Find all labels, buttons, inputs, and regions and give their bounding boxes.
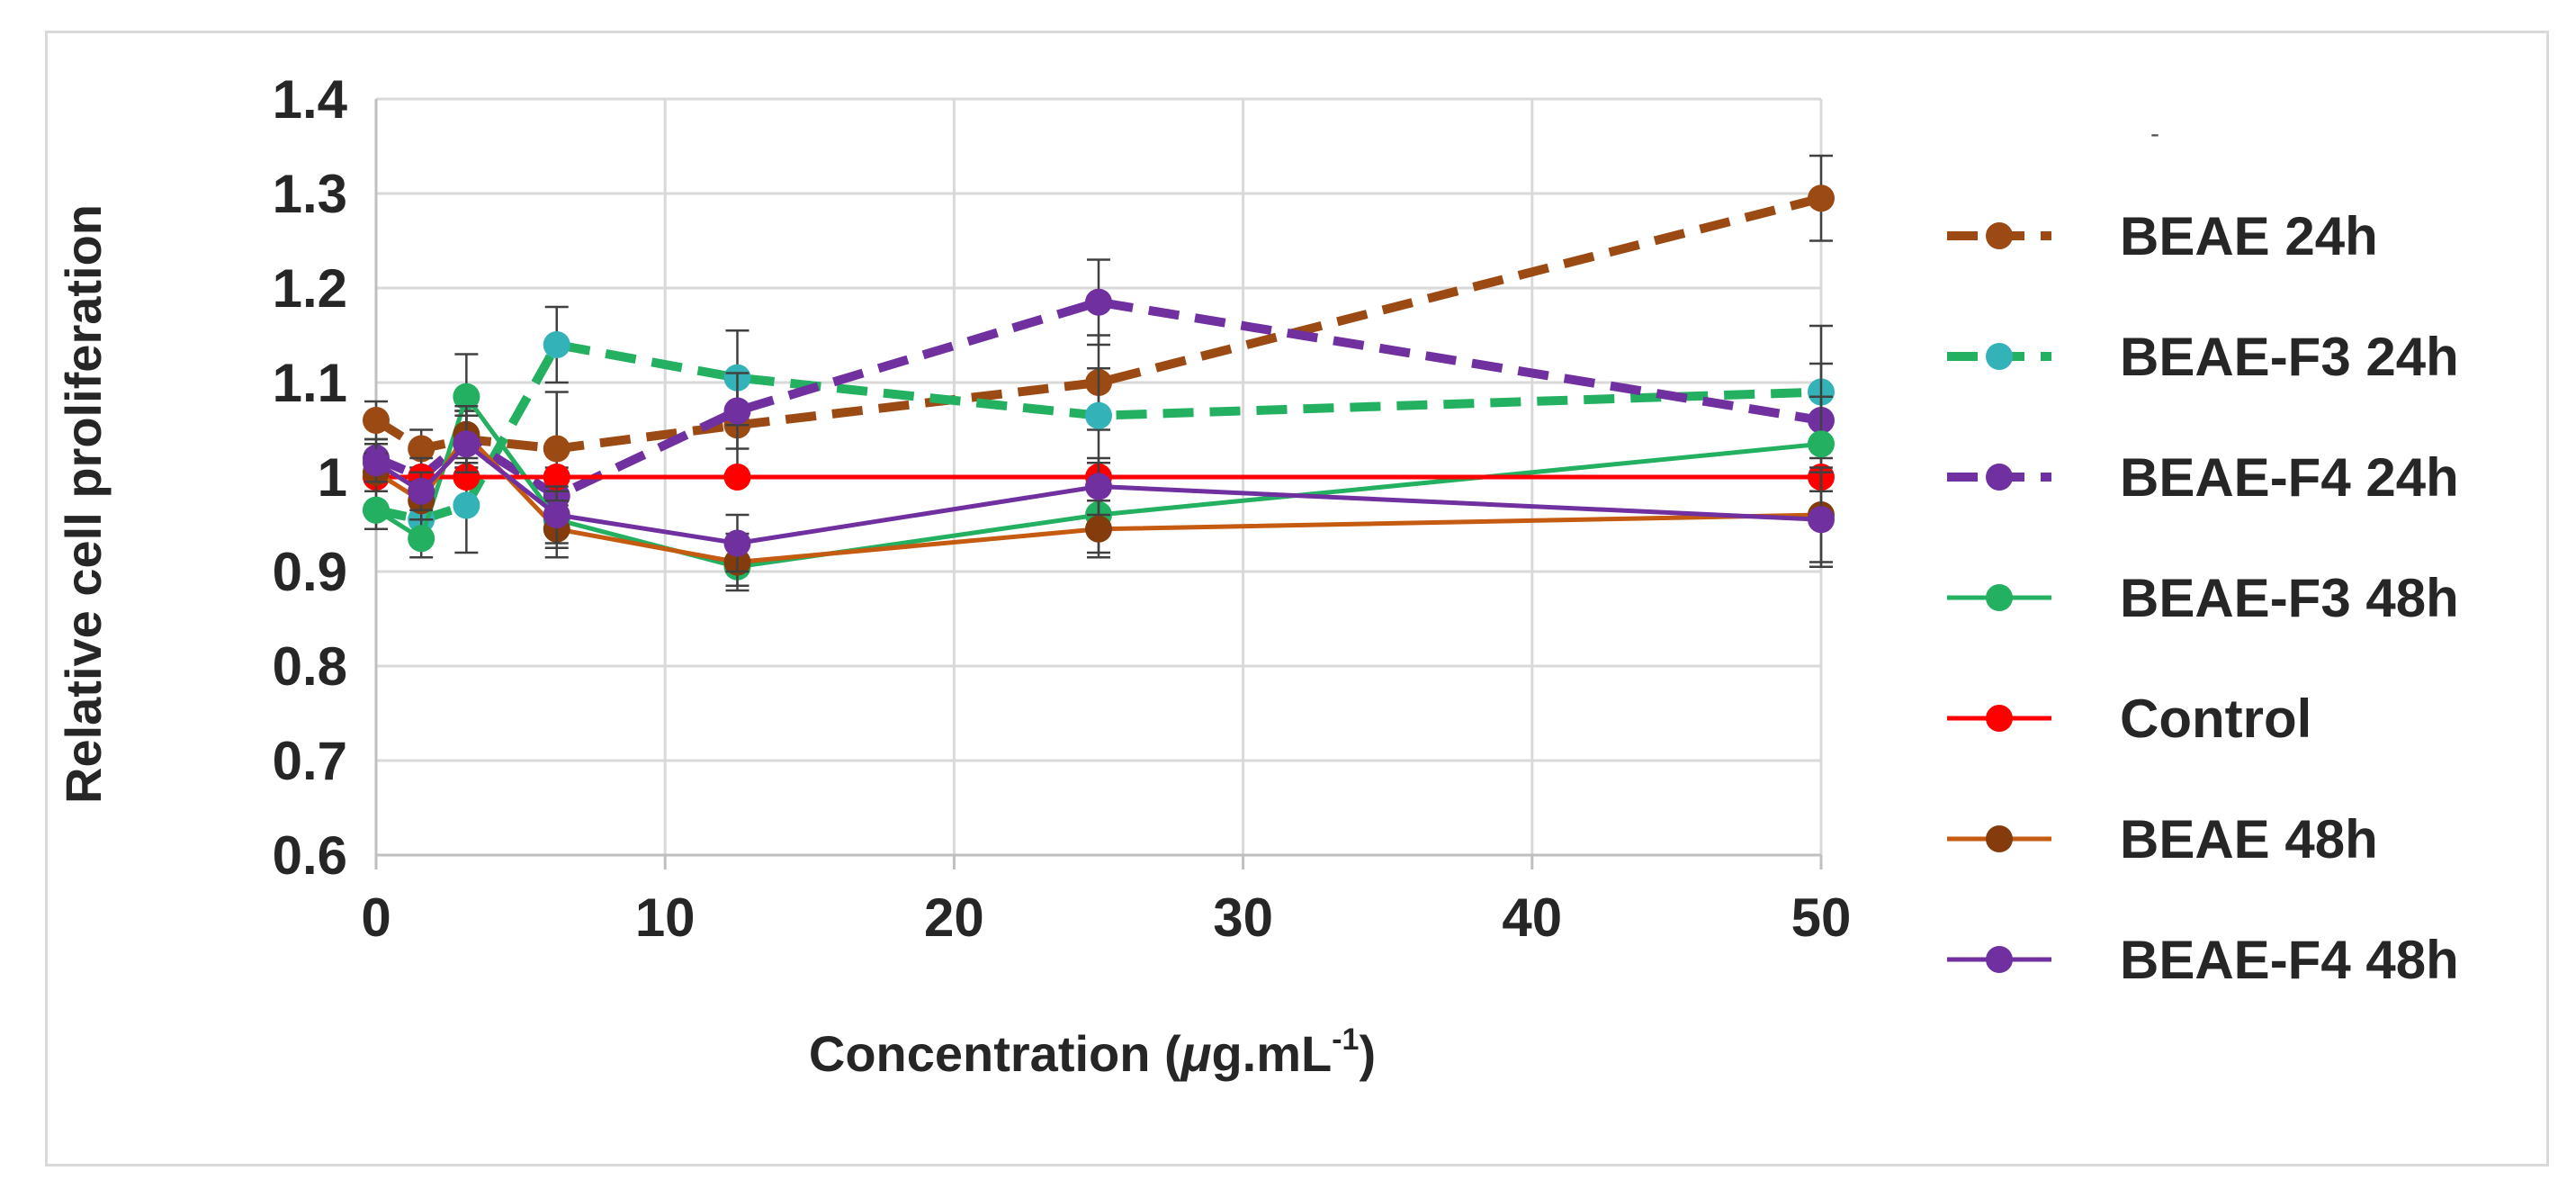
data-point [1085, 402, 1112, 429]
legend-entry: BEAE-F3 24h [1947, 327, 2459, 387]
legend-label: BEAE 48h [2120, 809, 2378, 869]
data-point [1808, 185, 1835, 212]
line-chart: 0.6 0.7 0.8 0.9 1 1.1 1.2 1.3 1.4 0 10 20 30 40 50 BEA… [0, 0, 2576, 1189]
data-point [363, 449, 390, 476]
x-axis-title-main: Concentration ( [809, 1025, 1181, 1082]
legend: BEAE 24h BEAE-F3 24h BEAE-F4 24h BEAE-F3 48… [1947, 206, 2459, 990]
y-axis-title: Relative cell proliferation [55, 204, 112, 804]
legend-label: BEAE-F4 24h [2120, 447, 2459, 508]
data-point [453, 492, 480, 519]
data-point [543, 331, 570, 358]
y-tick-label: 1.2 [273, 258, 347, 319]
x-axis-title-sup: -1 [1332, 1022, 1359, 1057]
legend-entry: BEAE-F3 48h [1947, 568, 2459, 628]
legend-stray-mark: - [2150, 119, 2159, 149]
x-axis-title-mu: μ [1180, 1025, 1212, 1082]
data-point [363, 407, 390, 434]
legend-entry: BEAE 48h [1947, 809, 2378, 869]
data-point [1085, 516, 1112, 543]
data-point [1085, 289, 1112, 316]
y-tick-label: 1.4 [273, 69, 348, 130]
data-point [408, 525, 435, 552]
data-point [453, 430, 480, 457]
data-point [543, 501, 570, 528]
x-tick-label: 10 [635, 887, 696, 948]
data-point [1085, 473, 1112, 500]
legend-entry: BEAE-F4 24h [1947, 447, 2459, 508]
y-tick-label: 0.7 [273, 731, 347, 791]
legend-label: Control [2120, 689, 2311, 749]
legend-label: BEAE-F3 24h [2120, 327, 2459, 387]
data-point [363, 497, 390, 524]
legend-swatch-marker [1986, 464, 2013, 491]
data-point [724, 530, 751, 557]
legend-swatch-marker [1986, 705, 2013, 732]
legend-swatch-marker [1986, 343, 2013, 370]
data-point [724, 398, 751, 425]
legend-label: BEAE-F4 48h [2120, 930, 2459, 990]
legend-entry: BEAE-F4 48h [1947, 930, 2459, 990]
x-tick-label: 50 [1791, 887, 1852, 948]
legend-swatch-marker [1986, 825, 2013, 852]
legend-entry: BEAE 24h [1947, 206, 2378, 266]
legend-swatch-marker [1986, 222, 2013, 249]
x-axis-title-unit: g.mL [1211, 1025, 1332, 1082]
y-tick-label: 1 [318, 447, 347, 508]
y-tick-label: 0.8 [273, 636, 347, 697]
legend-swatch-marker [1986, 584, 2013, 611]
data-point [1808, 506, 1835, 533]
legend-swatch-marker [1986, 946, 2013, 973]
y-tick-label: 1.3 [273, 164, 347, 224]
x-tick-label: 20 [924, 887, 984, 948]
x-tick-label: 0 [361, 887, 390, 948]
data-point [408, 478, 435, 505]
data-point [724, 464, 751, 491]
data-point [543, 436, 570, 463]
x-tick-label: 30 [1213, 887, 1273, 948]
y-tick-label: 0.9 [273, 542, 347, 602]
legend-label: BEAE 24h [2120, 206, 2378, 266]
legend-entry: Control [1947, 689, 2311, 749]
x-axis-title: Concentration (μg.mL-1) [809, 1022, 1376, 1082]
data-point [1808, 430, 1835, 457]
y-tick-label: 1.1 [273, 353, 347, 413]
y-tick-label: 0.6 [273, 825, 347, 886]
series-group [363, 156, 1835, 590]
legend-label: BEAE-F3 48h [2120, 568, 2459, 628]
x-tick-label: 40 [1502, 887, 1562, 948]
x-axis-title-close: ) [1359, 1025, 1376, 1082]
